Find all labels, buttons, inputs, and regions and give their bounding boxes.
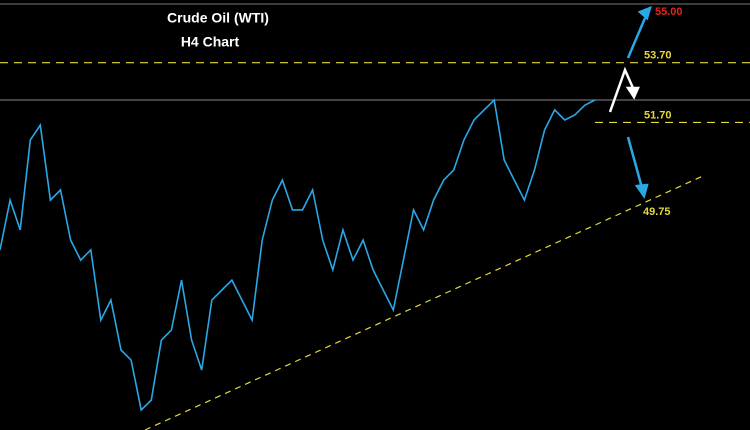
arrow-head <box>634 183 649 199</box>
chart-title: Crude Oil (WTI) <box>167 10 269 26</box>
level-label: 53.70 <box>644 50 672 62</box>
arrow-up <box>626 17 647 59</box>
arrow-head <box>625 86 640 100</box>
target-label: 49.75 <box>643 206 671 218</box>
price-line <box>0 98 596 412</box>
level-label: 51.70 <box>644 109 672 121</box>
arrow-white <box>608 66 635 113</box>
arrow-down <box>626 136 644 189</box>
arrows <box>608 5 652 199</box>
trend-line <box>144 174 706 430</box>
chart-subtitle: H4 Chart <box>181 34 240 50</box>
arrow-head <box>637 5 652 21</box>
target-label: 55.00 <box>655 6 683 18</box>
